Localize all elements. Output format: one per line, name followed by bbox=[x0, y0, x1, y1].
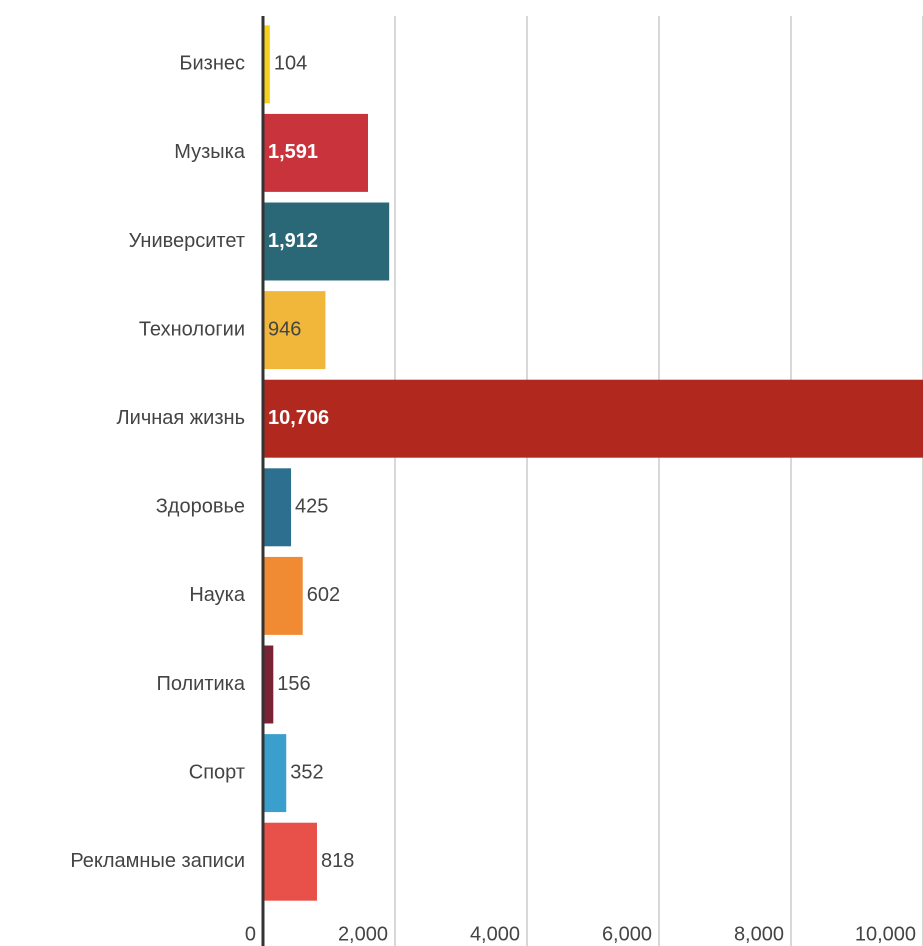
y-tick-label: Университет bbox=[129, 230, 245, 252]
bar bbox=[263, 734, 287, 813]
value-label: 1,591 bbox=[268, 141, 318, 163]
x-tick-label: 8,000 bbox=[734, 923, 784, 945]
value-label: 104 bbox=[274, 53, 307, 75]
bar bbox=[263, 113, 369, 192]
bar bbox=[263, 291, 326, 370]
y-tick-label: Здоровье bbox=[156, 496, 245, 518]
y-tick-label: Бизнес bbox=[179, 53, 245, 75]
x-tick-label: 4,000 bbox=[470, 923, 520, 945]
value-label: 602 bbox=[307, 584, 340, 606]
value-label: 10,706 bbox=[268, 407, 329, 429]
bar bbox=[263, 556, 303, 635]
value-label: 156 bbox=[277, 673, 310, 695]
value-label: 1,912 bbox=[268, 230, 318, 252]
x-tick-label: 10,000 bbox=[855, 923, 916, 945]
bar bbox=[263, 822, 317, 901]
bar bbox=[263, 379, 923, 458]
bar bbox=[263, 468, 292, 547]
y-tick-label: Рекламные записи bbox=[70, 850, 245, 872]
y-tick-label: Спорт bbox=[189, 761, 245, 783]
value-label: 818 bbox=[321, 850, 354, 872]
y-tick-label: Наука bbox=[189, 584, 246, 606]
y-tick-label: Музыка bbox=[174, 141, 246, 163]
y-tick-label: Личная жизнь bbox=[117, 407, 245, 429]
bar bbox=[263, 202, 390, 281]
x-tick-label: 2,000 bbox=[338, 923, 388, 945]
y-tick-label: Политика bbox=[156, 673, 245, 695]
value-label: 352 bbox=[290, 761, 323, 783]
x-tick-label: 6,000 bbox=[602, 923, 652, 945]
value-label: 425 bbox=[295, 496, 328, 518]
value-label: 946 bbox=[268, 318, 301, 340]
bar bbox=[263, 25, 270, 104]
x-tick-label: 0 bbox=[245, 923, 256, 945]
y-tick-label: Технологии bbox=[139, 318, 245, 340]
bar bbox=[263, 645, 274, 724]
